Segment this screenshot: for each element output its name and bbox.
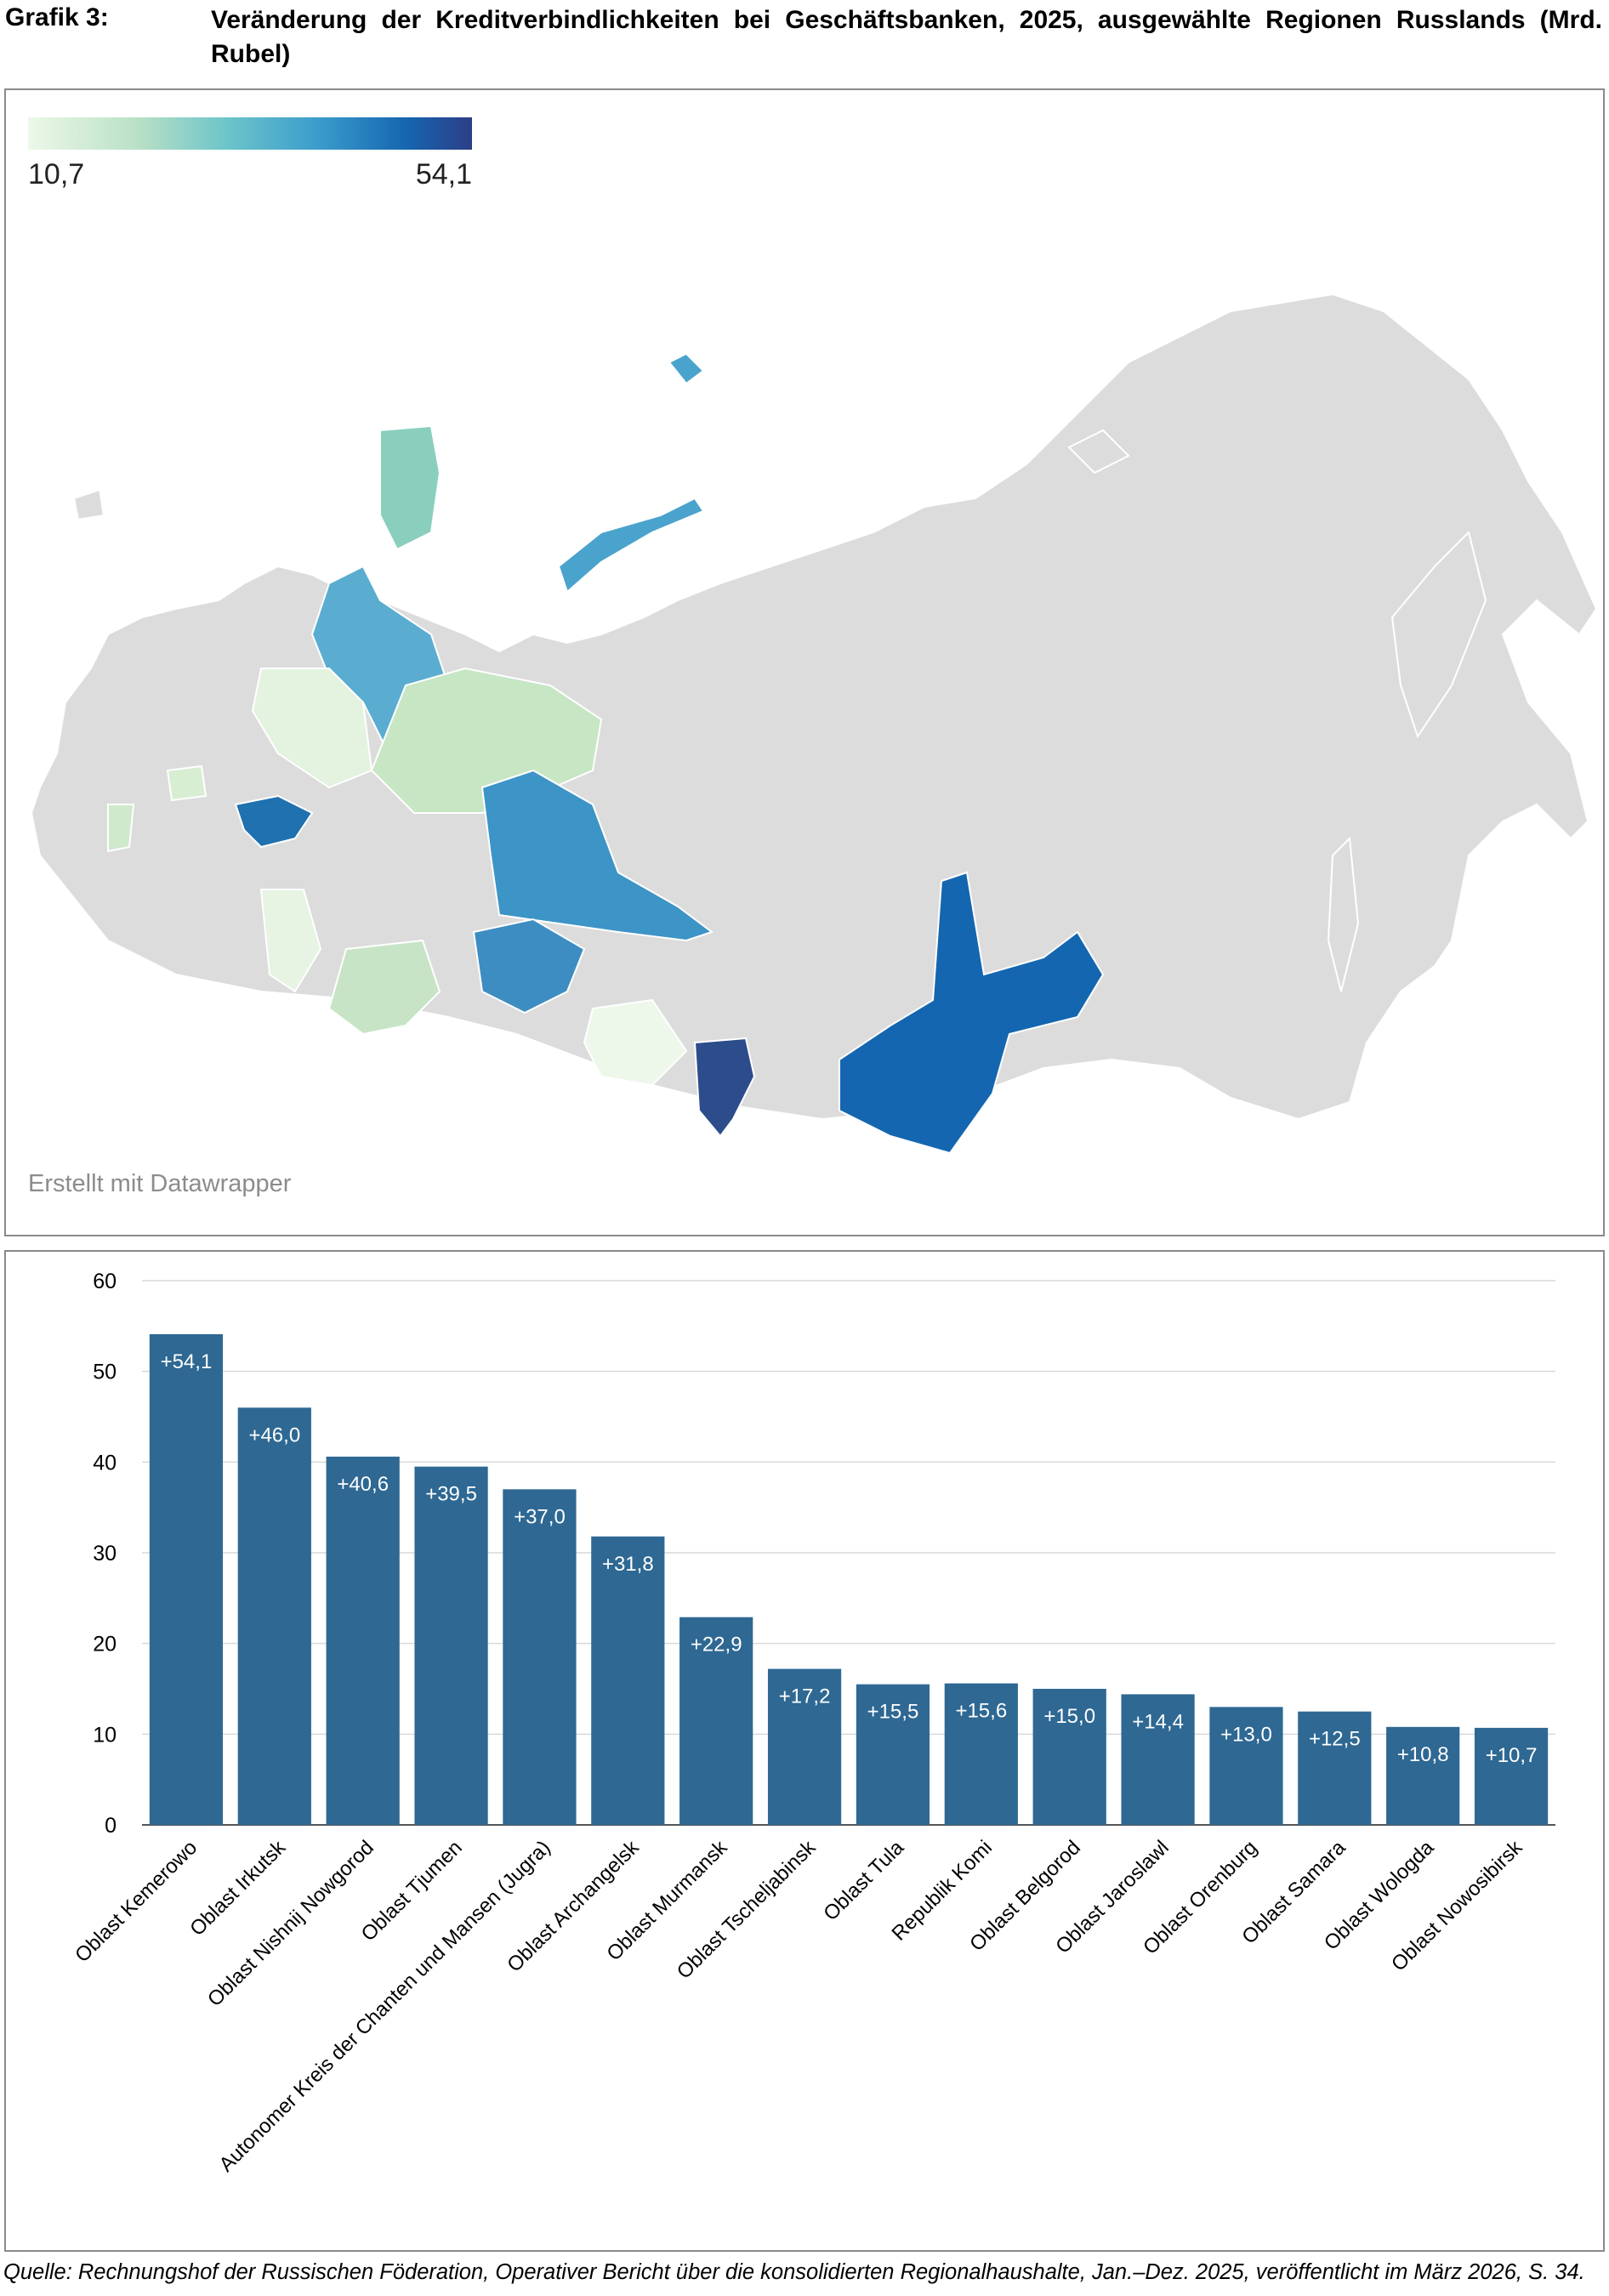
bar-value-label: +22,9	[691, 1634, 742, 1657]
bar-value-labels: +54,1 +46,0 +40,6 +39,5 +37,0 +31,8 +22,9 +17,2…	[161, 1350, 1538, 1767]
bar	[1032, 1689, 1106, 1825]
region-kemerovo	[693, 1037, 756, 1138]
bar	[1298, 1711, 1372, 1825]
category-label: Oblast Tula	[819, 1836, 908, 1925]
map-panel: 10,7 54,1 Erstellt mit Datawrapper	[4, 88, 1605, 1236]
bar-value-label: +15,5	[867, 1701, 919, 1724]
y-tick-label: 10	[93, 1723, 117, 1747]
bar	[679, 1617, 753, 1825]
map-base-regions	[30, 293, 1598, 1121]
y-tick-label: 0	[105, 1814, 117, 1838]
bar	[1121, 1694, 1195, 1825]
region-orenburg	[327, 939, 441, 1036]
bar-chart-panel: 0 10 20 30 40 50 60 +54,1 +46,0 +40,6 +39,5 +37,0 +…	[4, 1250, 1605, 2252]
bar	[591, 1536, 665, 1825]
bar-value-label: +13,0	[1220, 1723, 1272, 1746]
source-note: Quelle: Rechnungshof der Russischen Föde…	[3, 2260, 1585, 2284]
figure-header: Grafik 3: Veränderung der Kreditverbindl…	[0, 3, 1609, 88]
bar	[414, 1466, 488, 1825]
bar-value-label: +39,5	[425, 1483, 477, 1506]
region-murmansk	[379, 424, 441, 551]
bar-value-label: +12,5	[1309, 1728, 1361, 1751]
region-nizhny-novgorod	[234, 794, 314, 849]
figure-label: Grafik 3:	[5, 3, 109, 31]
y-tick-label: 60	[93, 1270, 117, 1293]
bar-value-label: +17,2	[779, 1685, 831, 1708]
category-label: Autonomer Kreis der Chanten und Mansen (…	[214, 1836, 554, 2176]
bar-value-label: +15,0	[1043, 1705, 1095, 1728]
bar-value-label: +40,6	[337, 1473, 389, 1496]
region-belgorod	[107, 804, 135, 853]
legend-min-label: 10,7	[28, 158, 85, 190]
region-vologda	[251, 668, 373, 789]
bar	[503, 1489, 577, 1825]
category-label: Oblast Kemerowo	[71, 1836, 202, 1967]
figure-title: Veränderung der Kreditverbindlichkeiten …	[211, 6, 1602, 68]
bar-value-label: +46,0	[248, 1424, 300, 1446]
region-yaroslavl	[166, 764, 208, 802]
kamchatka	[1390, 531, 1487, 739]
map-highlighted-regions	[107, 352, 1105, 1155]
category-label: Oblast Nishnij Nowgorod	[203, 1836, 378, 2011]
bar-value-label: +37,0	[514, 1505, 566, 1528]
y-tick-label: 40	[93, 1451, 117, 1475]
bar	[944, 1683, 1018, 1825]
bar	[149, 1333, 224, 1825]
region-novaya-zemlya-archangelsk	[557, 352, 705, 594]
russia-map	[30, 293, 1598, 1155]
region-samara	[259, 889, 322, 993]
new-siberian-islands	[1067, 429, 1130, 475]
bar-value-label: +10,8	[1397, 1743, 1449, 1766]
bar	[1209, 1707, 1283, 1825]
datawrapper-credit: Erstellt mit Datawrapper	[28, 1170, 292, 1197]
region-khanty-mansi	[480, 769, 714, 942]
y-tick-label: 30	[93, 1542, 117, 1566]
bar	[1474, 1727, 1549, 1825]
bars	[149, 1333, 1549, 1825]
region-tyumen	[472, 918, 586, 1014]
bar-value-label: +31,8	[602, 1553, 654, 1576]
legend-max-label: 54,1	[415, 158, 472, 190]
bar	[237, 1407, 311, 1825]
region-novosibirsk	[583, 998, 688, 1087]
bar	[767, 1668, 842, 1825]
bar	[326, 1456, 400, 1825]
y-tick-label: 50	[93, 1361, 117, 1384]
y-axis-ticks: 0 10 20 30 40 50 60	[93, 1270, 117, 1838]
region-irkutsk	[839, 871, 1105, 1155]
bar-value-label: +14,4	[1132, 1710, 1184, 1733]
y-tick-label: 20	[93, 1633, 117, 1657]
color-scale-legend	[28, 117, 472, 150]
sakhalin	[1327, 836, 1360, 992]
bar	[1386, 1726, 1460, 1825]
bar	[856, 1684, 930, 1825]
bar-value-label: +10,7	[1486, 1744, 1538, 1767]
bar-value-label: +54,1	[161, 1350, 213, 1373]
kaliningrad	[72, 488, 105, 521]
bar-value-label: +15,6	[955, 1700, 1007, 1723]
